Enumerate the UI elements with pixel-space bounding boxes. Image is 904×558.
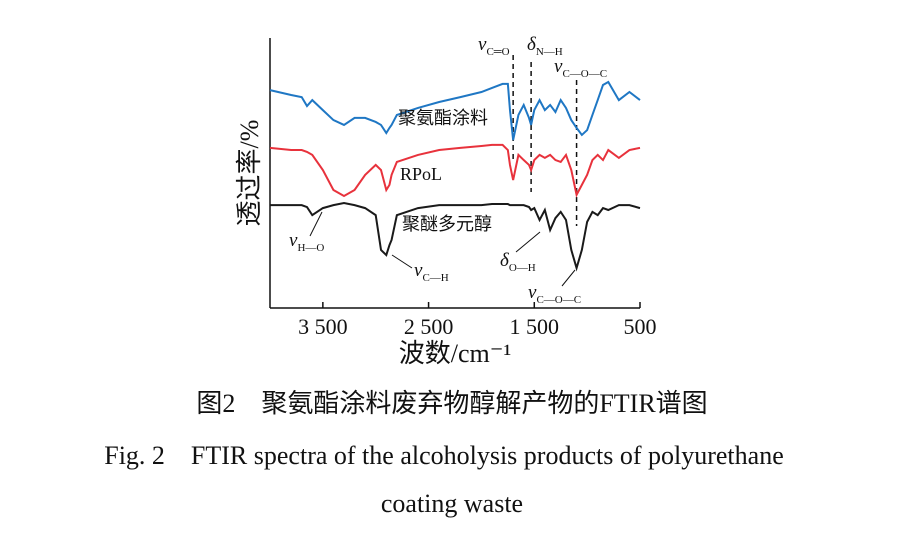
annotation-symbol: v (528, 282, 537, 303)
spectrum-line (269, 80, 641, 141)
annotation: δN—H (527, 34, 563, 58)
annotation: vC═O (478, 34, 510, 58)
caption-en: coating waste (381, 489, 523, 518)
caption-en: Fig. 2 FTIR spectra of the alcoholysis p… (104, 441, 783, 470)
x-tick-label: 1 500 (510, 314, 560, 339)
annotation: vC—O—C (554, 56, 607, 80)
annotation: vH—O (289, 230, 324, 254)
series-label: 聚醚多元醇 (402, 214, 492, 234)
x-tick-label: 500 (624, 314, 657, 339)
annotation-subscript: C—O—C (536, 294, 581, 306)
annotation-symbol: v (414, 260, 423, 281)
annotation-symbol: δ (527, 34, 537, 55)
annotation-symbol: v (289, 230, 298, 251)
annotation-subscript: O—H (509, 262, 536, 274)
annotation-subscript: N—H (536, 46, 563, 58)
annotation-pointer (391, 254, 413, 269)
caption-zh: 图2 聚氨酯涂料废弃物醇解产物的FTIR谱图 (196, 389, 707, 418)
annotation: δO—H (500, 250, 536, 274)
annotation: vC—H (414, 260, 449, 284)
annotation-subscript: C—O—C (562, 68, 607, 80)
spectrum-line (269, 143, 641, 198)
annotation: vC—O—C (528, 282, 581, 306)
annotation-pointer (561, 269, 576, 287)
x-tick-label: 3 500 (298, 314, 348, 339)
annotation-subscript: H—O (297, 242, 324, 254)
annotation-symbol: v (478, 34, 487, 55)
y-axis-label: 透过率/% (235, 120, 264, 227)
x-axis-label: 波数/cm⁻¹ (399, 339, 512, 368)
annotation-subscript: C—H (422, 272, 448, 284)
series-label: 聚氨酯涂料 (398, 108, 488, 128)
series-label: RPoL (400, 164, 442, 184)
annotation-pointer (515, 231, 541, 253)
x-tick-label: 2 500 (404, 314, 454, 339)
annotation-symbol: v (554, 56, 563, 77)
annotation-symbol: δ (500, 250, 510, 271)
annotation-pointer (309, 211, 323, 237)
spectrum-line (270, 201, 641, 272)
annotation-subscript: C═O (486, 46, 509, 58)
